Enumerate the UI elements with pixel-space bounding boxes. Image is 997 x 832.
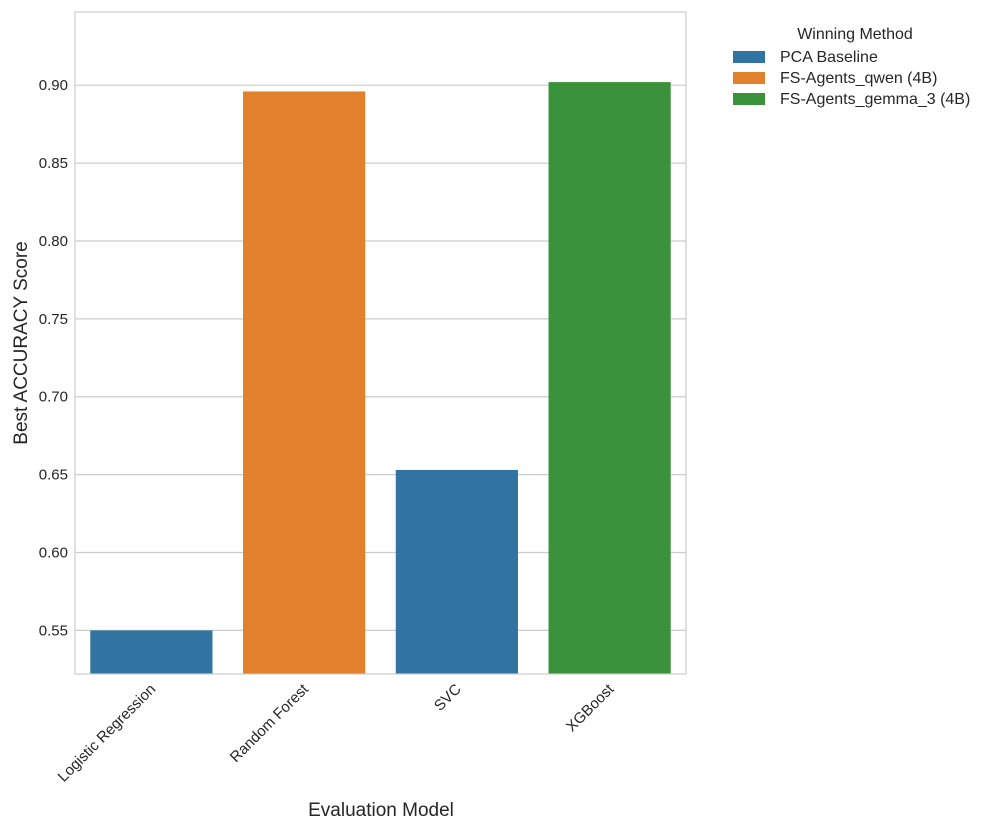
y-tick-label: 0.55 xyxy=(39,622,68,639)
legend-label: FS-Agents_gemma_3 (4B) xyxy=(780,91,970,108)
bar-xgboost xyxy=(548,82,671,674)
legend-swatch xyxy=(733,72,765,84)
bars xyxy=(90,82,671,674)
bar-svc xyxy=(395,469,518,674)
x-tick-label: XGBoost xyxy=(563,680,618,735)
bar-logistic-regression xyxy=(90,630,213,674)
y-tick-label: 0.75 xyxy=(39,311,68,328)
y-tick-label: 0.90 xyxy=(39,77,68,94)
x-tick-label: Logistic Regression xyxy=(55,681,160,786)
y-tick-label: 0.85 xyxy=(39,155,68,172)
x-tick-labels: Logistic Regression Random Forest SVC XGBoo… xyxy=(55,680,618,785)
legend-swatch xyxy=(733,51,765,63)
legend: Winning Method PCA Baseline FS-Agents_qwe… xyxy=(733,26,970,108)
x-axis-title: Evaluation Model xyxy=(308,800,454,821)
legend-title: Winning Method xyxy=(797,26,913,43)
y-tick-label: 0.60 xyxy=(39,545,68,562)
gridlines xyxy=(75,84,686,631)
y-tick-label: 0.70 xyxy=(39,389,68,406)
y-tick-label: 0.65 xyxy=(39,467,68,484)
x-tick-label: SVC xyxy=(431,681,465,715)
x-tick-label: Random Forest xyxy=(227,680,313,766)
y-tick-labels: 0.55 0.60 0.65 0.70 0.75 0.80 0.85 0.90 xyxy=(39,77,68,639)
legend-swatch xyxy=(733,93,765,105)
y-tick-label: 0.80 xyxy=(39,233,68,250)
y-axis-title: Best ACCURACY Score xyxy=(11,241,32,444)
plot-frame xyxy=(74,11,687,675)
legend-label: FS-Agents_qwen (4B) xyxy=(780,70,937,87)
bar-random-forest xyxy=(243,91,366,674)
legend-label: PCA Baseline xyxy=(780,49,878,66)
